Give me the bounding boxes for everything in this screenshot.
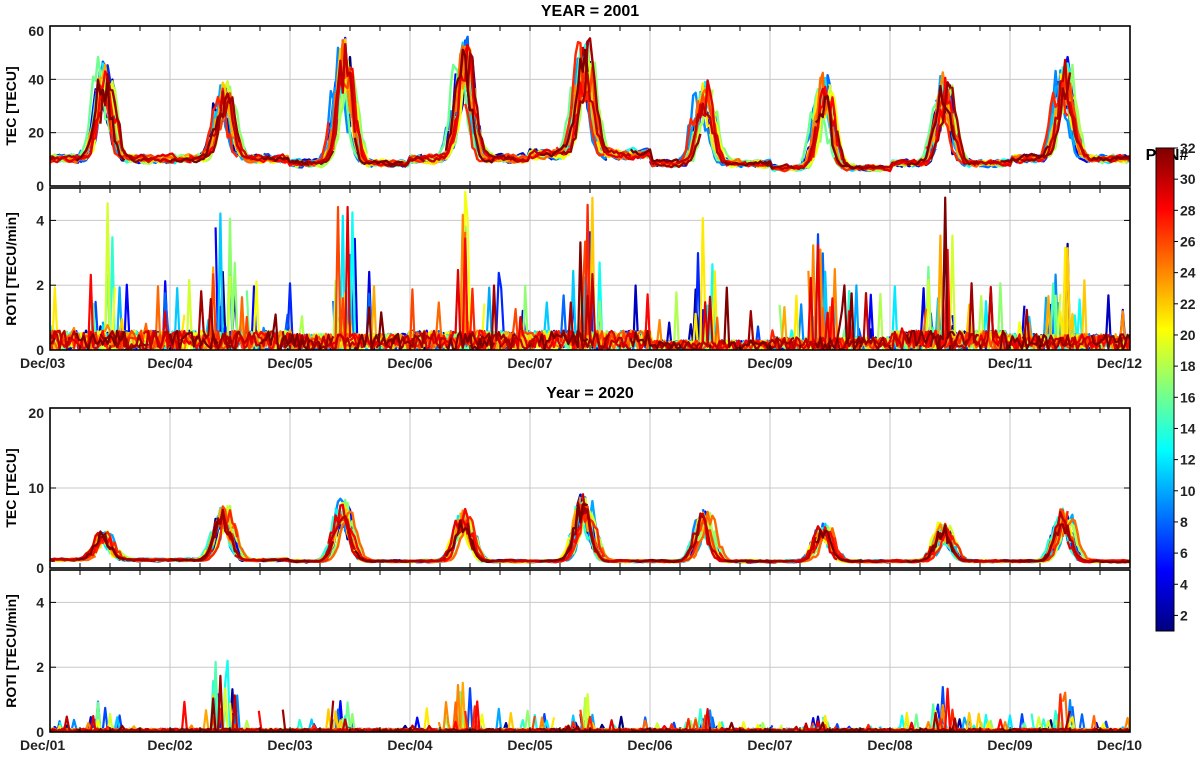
panel-roti-2020: 0 2 4 Dec/01 Dec/02 Dec/03 Dec/04 Dec/05 Dec/06 D… xyxy=(20,569,1142,753)
colorbar-tick-label: 6 xyxy=(1180,545,1188,561)
series-prn-line xyxy=(75,196,1130,350)
ylabel-roti-2001: ROTI [TECU/min] xyxy=(3,212,19,326)
ylabel-roti-2020: ROTI [TECU/min] xyxy=(3,594,19,708)
x-tick-label: Dec/03 xyxy=(267,737,312,753)
colorbar-tick-label: 12 xyxy=(1180,452,1196,468)
frame-tec-2001 xyxy=(49,25,1131,187)
x-tick-label: Dec/05 xyxy=(507,737,552,753)
y-tick-label: 0 xyxy=(36,724,44,740)
ylabel-tec-2001: TEC [TECU] xyxy=(3,66,19,145)
x-tick-label: Dec/09 xyxy=(987,737,1032,753)
colorbar-tick-label: 28 xyxy=(1180,202,1196,218)
y-tick-label: 20 xyxy=(28,405,44,421)
title-2001: YEAR = 2001 xyxy=(541,3,639,20)
y-tick-label: 4 xyxy=(36,212,44,228)
x-tick-label: Dec/07 xyxy=(747,737,792,753)
colorbar-tick-label: 16 xyxy=(1180,389,1196,405)
colorbar-tick-label: 32 xyxy=(1180,140,1196,156)
colorbar-tick-label: 18 xyxy=(1180,358,1196,374)
frame-roti-2001 xyxy=(49,187,1131,351)
colorbar-tick-label: 30 xyxy=(1180,171,1196,187)
x-tick-label: Dec/11 xyxy=(988,355,1033,371)
y-tick-label: 10 xyxy=(28,480,44,496)
colorbar-tick-label: 26 xyxy=(1180,233,1196,249)
title-2020: Year = 2020 xyxy=(546,385,634,402)
colorbar-tick-label: 4 xyxy=(1180,576,1188,592)
colorbar-tick-label: 22 xyxy=(1180,296,1196,312)
y-tick-label: 2 xyxy=(36,277,44,293)
y-tick-label: 2 xyxy=(36,659,44,675)
y-tick-label: 0 xyxy=(36,342,44,358)
x-tick-label: Dec/06 xyxy=(387,355,432,371)
y-tick-label: 0 xyxy=(36,560,44,576)
series-prn-line xyxy=(85,660,1130,732)
ylabel-tec-2020: TEC [TECU] xyxy=(3,448,19,527)
x-tick-label: Dec/12 xyxy=(1097,355,1142,371)
x-tick-label: Dec/03 xyxy=(20,355,65,371)
x-tick-label: Dec/10 xyxy=(867,355,912,371)
colorbar-bar xyxy=(1155,147,1175,632)
colorbar-tick-label: 24 xyxy=(1180,265,1196,281)
colorbar-tick-label: 14 xyxy=(1180,420,1196,436)
y-tick-label: 60 xyxy=(28,23,44,39)
x-tick-label: Dec/02 xyxy=(147,737,192,753)
x-tick-label: Dec/08 xyxy=(627,355,672,371)
panel-roti-2001: 0 2 4 Dec/03 Dec/04 Dec/05 Dec/06 Dec/07 Dec/08 D… xyxy=(20,187,1142,371)
x-tick-label: Dec/04 xyxy=(387,737,432,753)
series-prn-line xyxy=(76,503,1130,564)
y-tick-label: 0 xyxy=(36,178,44,194)
colorbar-tick-label: 2 xyxy=(1180,607,1188,623)
panel-tec-2020: 0 10 20 xyxy=(28,405,1131,576)
x-tick-label: Dec/06 xyxy=(627,737,672,753)
frame-roti-2020 xyxy=(49,569,1131,733)
y-tick-label: 20 xyxy=(28,125,44,141)
x-tick-label: Dec/07 xyxy=(507,355,552,371)
x-tick-label: Dec/08 xyxy=(867,737,912,753)
x-tick-label: Dec/10 xyxy=(1097,737,1142,753)
colorbar-tick-label: 20 xyxy=(1180,327,1196,343)
series-prn-line xyxy=(75,48,1130,171)
x-tick-label: Dec/04 xyxy=(147,355,192,371)
panel-tec-2001: 0 20 40 60 xyxy=(28,23,1131,194)
y-tick-label: 40 xyxy=(28,71,44,87)
x-tick-label: Dec/09 xyxy=(747,355,792,371)
colorbar-tick-label: 10 xyxy=(1180,483,1196,499)
colorbar-tick-label: 8 xyxy=(1180,514,1188,530)
series-prn-line xyxy=(92,502,1130,564)
x-tick-label: Dec/01 xyxy=(20,737,65,753)
y-tick-label: 4 xyxy=(36,594,44,610)
x-tick-label: Dec/05 xyxy=(267,355,312,371)
frame-tec-2020 xyxy=(49,407,1131,569)
